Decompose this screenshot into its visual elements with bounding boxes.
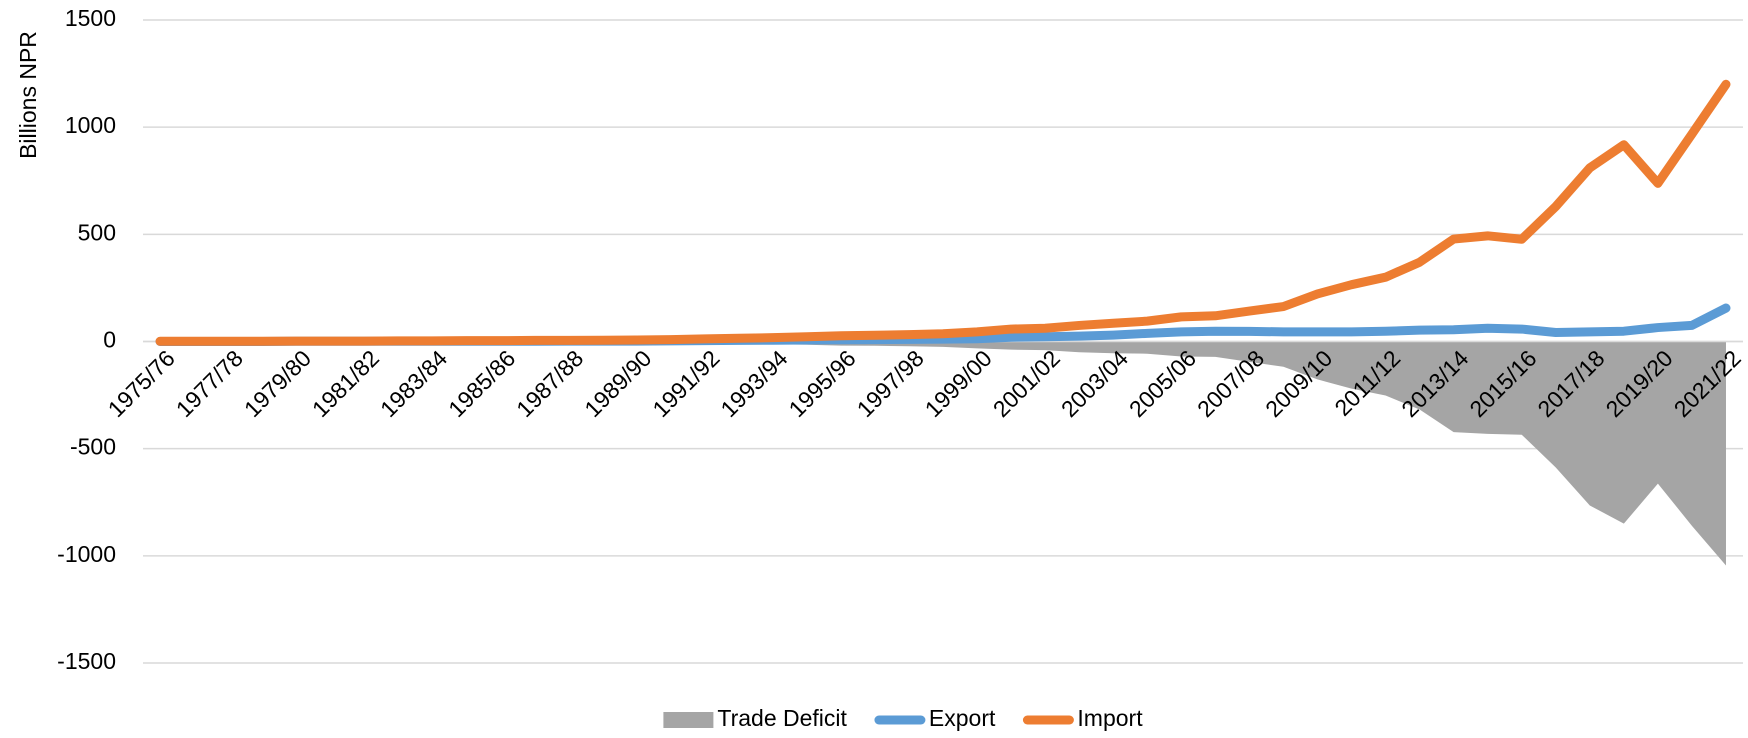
x-tick-label: 1993/94 [715,345,792,422]
x-tick-label: 1997/98 [852,345,929,422]
x-tick-label: 2001/02 [988,345,1065,422]
x-tick-label: 1995/96 [784,345,861,422]
x-tick-label: 1991/92 [647,345,724,422]
y-tick-label: -500 [70,434,116,460]
x-tick-label: 1977/78 [171,345,248,422]
y-axis-title: Billions NPR [15,31,41,159]
y-tick-label: 0 [103,327,116,353]
x-tick-label: 1983/84 [375,345,452,422]
x-tick-label: 1979/80 [239,345,316,422]
y-tick-label: 1000 [65,112,116,138]
legend-swatch [663,712,714,728]
x-tick-label: 1987/88 [511,345,588,422]
legend-label: Import [1077,705,1143,731]
y-tick-label: 1500 [65,5,116,31]
x-tick-label: 1975/76 [103,345,180,422]
x-tick-label: 2005/06 [1124,345,1201,422]
x-tick-label: 1981/82 [307,345,384,422]
y-tick-label: -1500 [57,648,116,674]
area [160,341,1726,566]
legend-label: Trade Deficit [717,705,847,731]
x-tick-label: 1985/86 [443,345,520,422]
x-tick-label: 2003/04 [1056,345,1133,422]
y-tick-label: 500 [78,219,116,245]
legend-label: Export [929,705,996,731]
x-tick-label: 1989/90 [579,345,656,422]
x-tick-label: 1999/00 [920,345,997,422]
y-tick-label: -1000 [57,541,116,567]
line [155,79,1731,346]
legend: Trade Deficit Export Import [663,705,1143,731]
